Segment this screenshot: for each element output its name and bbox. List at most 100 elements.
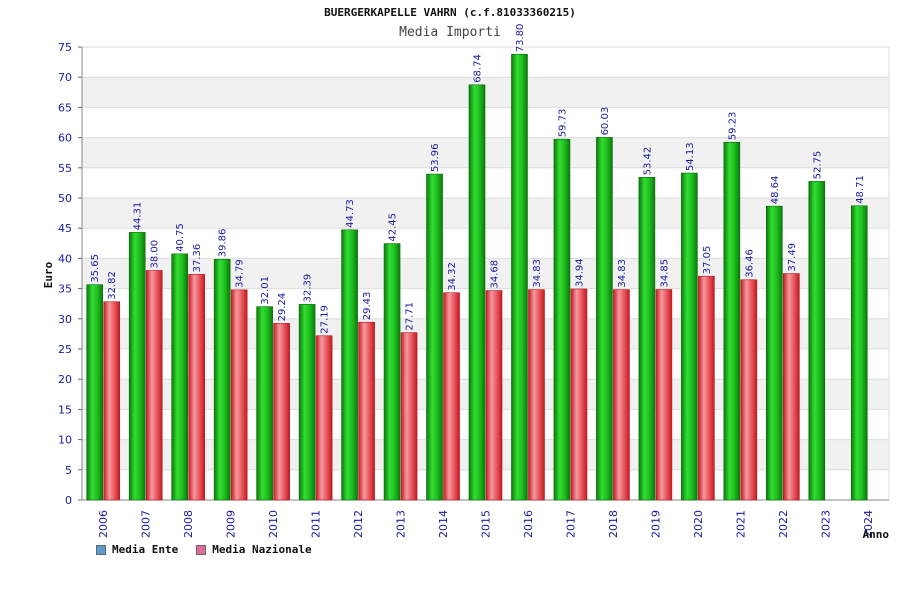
x-tick-label: 2023 <box>819 510 832 538</box>
y-tick-label: 30 <box>58 313 72 326</box>
bar-media-nazionale <box>188 274 205 501</box>
chart-subtitle: Media Importi <box>399 25 501 40</box>
bar-media-ente <box>553 138 571 501</box>
bar-media-ente <box>850 205 868 501</box>
bar-media-ente <box>128 232 146 501</box>
bar-media-ente <box>681 172 698 501</box>
grid-band <box>82 77 889 108</box>
data-label-nazionale: 34.68 <box>490 260 501 289</box>
data-label-nazionale: 37.05 <box>702 246 713 275</box>
bar-media-nazionale <box>698 275 715 501</box>
data-label-nazionale: 37.36 <box>192 244 203 273</box>
y-tick-label: 20 <box>58 373 72 386</box>
x-tick-label: 2020 <box>692 510 705 538</box>
y-tick-label: 15 <box>58 403 72 416</box>
data-label-nazionale: 34.83 <box>617 259 628 288</box>
data-label-ente: 53.96 <box>430 143 441 172</box>
bar-media-nazionale <box>103 301 121 501</box>
bar-media-nazionale <box>358 321 375 501</box>
x-tick-label: 2018 <box>607 510 620 538</box>
data-label-ente: 42.45 <box>388 213 399 242</box>
data-label-nazionale: 37.49 <box>787 243 798 272</box>
data-label-nazionale: 29.43 <box>362 292 373 321</box>
bar-media-ente <box>383 243 401 501</box>
legend-item-ente: Media Ente <box>96 543 178 556</box>
x-tick-label: 2012 <box>352 510 365 538</box>
data-label-nazionale: 36.46 <box>744 249 755 278</box>
bar-media-nazionale <box>443 292 460 501</box>
data-label-nazionale: 34.83 <box>532 259 543 288</box>
bar-media-nazionale <box>613 289 630 501</box>
legend-swatch-ente <box>96 544 106 555</box>
x-tick-label: 2019 <box>649 510 662 538</box>
data-label-nazionale: 38.00 <box>150 240 161 269</box>
y-tick-label: 75 <box>58 41 72 54</box>
data-label-ente: 60.03 <box>600 107 611 136</box>
x-tick-label: 2024 <box>862 510 875 538</box>
x-tick-label: 2007 <box>140 510 153 538</box>
data-label-nazionale: 34.32 <box>447 262 458 291</box>
data-label-ente: 68.74 <box>473 54 484 83</box>
legend-item-nazionale: Media Nazionale <box>196 543 312 556</box>
x-tick-label: 2016 <box>522 510 535 538</box>
legend-label-ente: Media Ente <box>112 543 179 556</box>
x-tick-label: 2014 <box>437 510 450 538</box>
data-label-ente: 32.39 <box>303 274 314 303</box>
bar-media-ente <box>426 173 443 501</box>
y-tick-label: 5 <box>65 464 72 477</box>
y-tick-label: 35 <box>58 283 72 296</box>
y-tick-label: 45 <box>58 222 72 235</box>
bar-media-nazionale <box>740 279 758 501</box>
x-tick-label: 2017 <box>564 510 577 538</box>
data-label-ente: 35.65 <box>90 254 101 283</box>
bar-media-nazionale <box>145 270 163 501</box>
data-label-ente: 53.42 <box>642 147 653 176</box>
grid-band <box>82 137 889 168</box>
chart-title: BUERGERKAPELLE VAHRN (c.f.81033360215) <box>324 6 576 19</box>
data-label-ente: 54.13 <box>685 142 696 171</box>
x-tick-label: 2008 <box>182 510 195 538</box>
chart-legend: Media Ente Media Nazionale <box>96 543 312 556</box>
bar-media-ente <box>213 258 231 501</box>
x-tick-label: 2010 <box>267 510 280 538</box>
bar-media-nazionale <box>528 289 545 501</box>
bar-media-nazionale <box>655 289 673 501</box>
x-tick-label: 2022 <box>777 510 790 538</box>
bar-media-nazionale <box>783 273 800 501</box>
y-tick-label: 10 <box>58 434 72 447</box>
x-tick-label: 2006 <box>97 510 110 538</box>
data-label-nazionale: 32.82 <box>107 271 118 300</box>
data-label-nazionale: 29.24 <box>277 293 288 322</box>
bar-media-ente <box>808 181 826 501</box>
bar-media-ente <box>596 137 613 501</box>
data-label-ente: 73.80 <box>515 24 526 53</box>
bar-media-ente <box>86 284 104 501</box>
data-label-nazionale: 34.85 <box>659 259 670 288</box>
legend-swatch-nazionale <box>196 544 207 555</box>
data-label-ente: 48.64 <box>770 176 781 205</box>
data-label-ente: 32.01 <box>260 276 271 305</box>
y-tick-label: 0 <box>65 494 72 507</box>
data-label-ente: 48.71 <box>855 175 866 204</box>
y-tick-label: 40 <box>58 252 72 265</box>
bar-media-nazionale <box>230 289 248 501</box>
y-tick-label: 70 <box>58 71 72 84</box>
bar-media-ente <box>298 304 316 501</box>
bar-media-nazionale <box>400 332 418 501</box>
bar-media-ente <box>511 53 528 501</box>
y-tick-label: 55 <box>58 162 72 175</box>
x-tick-label: 2021 <box>734 510 747 538</box>
data-label-ente: 52.75 <box>812 151 823 180</box>
x-tick-label: 2011 <box>310 510 323 538</box>
y-axis-label: Euro <box>42 261 55 288</box>
data-label-nazionale: 34.94 <box>574 258 585 287</box>
bar-media-ente <box>171 253 188 501</box>
x-axis-label: Anno <box>863 528 890 541</box>
bar-media-nazionale <box>485 290 503 501</box>
y-tick-label: 25 <box>58 343 72 356</box>
data-label-nazionale: 27.71 <box>405 302 416 331</box>
bar-media-ente <box>766 205 783 501</box>
bar-media-nazionale <box>315 335 333 501</box>
legend-label-nazionale: Media Nazionale <box>212 543 312 556</box>
bar-media-ente <box>256 306 273 501</box>
